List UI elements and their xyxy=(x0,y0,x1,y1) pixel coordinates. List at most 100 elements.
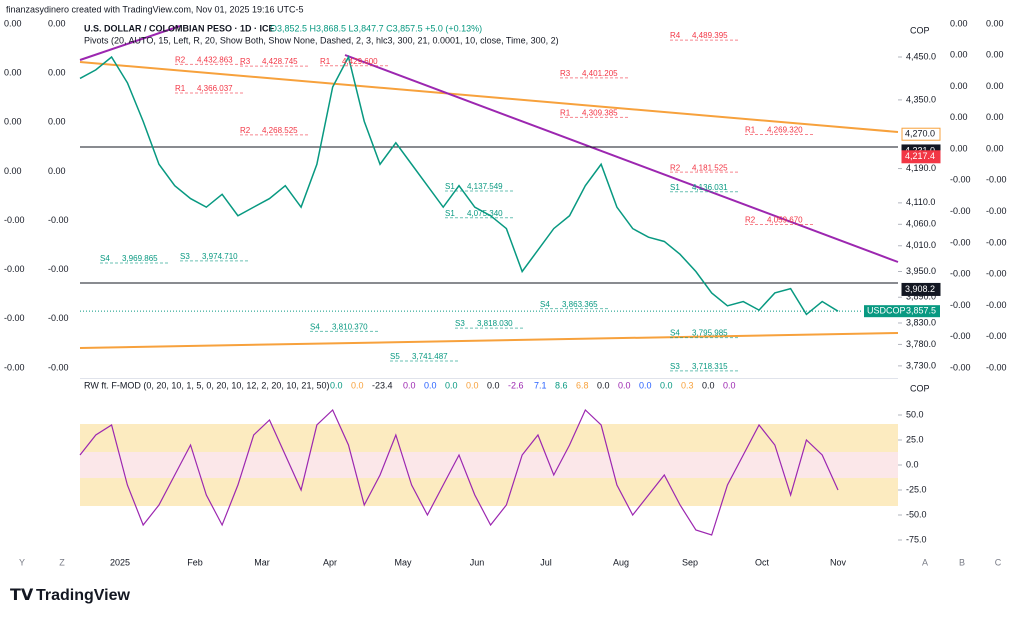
side-scale-label: -0.00 xyxy=(950,300,971,310)
pivot-level: R3 xyxy=(560,69,571,78)
time-label: Sep xyxy=(682,557,698,567)
indicator-readout: 0.0 xyxy=(445,380,458,390)
indicator-readout: 0.0 xyxy=(487,380,500,390)
side-scale-label: -0.00 xyxy=(986,331,1007,341)
price-tick-label: 4,450.0 xyxy=(906,51,936,61)
side-scale-label: -0.00 xyxy=(950,269,971,279)
pivot-label: 3,974.710 xyxy=(202,252,238,261)
side-scale-label: -0.00 xyxy=(986,300,1007,310)
time-label: Apr xyxy=(323,557,337,567)
indicator-readout: 0.0 xyxy=(424,380,437,390)
indicator-currency: COP xyxy=(910,383,930,393)
pivot-label: 3,795.985 xyxy=(692,329,728,338)
side-scale-label: -0.00 xyxy=(4,362,25,372)
pivot-label: 3,863.365 xyxy=(562,300,598,309)
indicator-readout: 0.0 xyxy=(403,380,416,390)
price-tag-label: 4,217.4 xyxy=(905,151,935,161)
time-label: Nov xyxy=(830,557,847,567)
pivot-label: 4,137.549 xyxy=(467,182,503,191)
side-scale-label: -0.00 xyxy=(986,206,1007,216)
price-tick-label: 4,190.0 xyxy=(906,163,936,173)
trend-line xyxy=(79,25,181,61)
indicator-readout: 7.1 xyxy=(534,380,547,390)
indicator-tick-label: 50.0 xyxy=(906,409,924,419)
price-tag xyxy=(901,127,941,141)
time-label: Jun xyxy=(470,557,485,567)
pivot-level: R1 xyxy=(745,126,756,135)
logo-mark: 𝗧𝗩 xyxy=(10,587,34,604)
pivot-label: 4,181.525 xyxy=(692,163,728,172)
side-scale-label: 0.00 xyxy=(48,68,66,78)
pivot-label: 3,810.370 xyxy=(332,323,368,332)
footer: TradingView xyxy=(36,587,131,604)
toolbar-letter: A xyxy=(922,557,928,567)
price-tick-label: 4,010.0 xyxy=(906,240,936,250)
indicator-readout: 0.0 xyxy=(639,380,652,390)
pivot-level: S3 xyxy=(455,319,465,328)
side-scale-label: 0.00 xyxy=(4,117,22,127)
side-scale-label: 0.00 xyxy=(48,18,66,28)
side-scale-label: -0.00 xyxy=(48,362,69,372)
price-tick-label: 3,890.0 xyxy=(906,292,936,302)
lower-band xyxy=(80,478,898,506)
trend-line xyxy=(79,61,899,133)
trend-line xyxy=(344,54,899,263)
side-scale-label: 0.00 xyxy=(986,50,1004,60)
price-tick-label: 3,950.0 xyxy=(906,266,936,276)
pane-divider xyxy=(80,378,898,379)
price-tick-label: 4,060.0 xyxy=(906,219,936,229)
side-scale-label: -0.00 xyxy=(986,269,1007,279)
price-line xyxy=(79,54,839,316)
indicator-readout: -23.4 xyxy=(372,380,393,390)
pivot-level: S3 xyxy=(180,252,190,261)
indicator-readout: 0.0 xyxy=(330,380,343,390)
pivot-level: S5 xyxy=(390,352,400,361)
side-scale-label: 0.00 xyxy=(950,50,968,60)
pivot-level: R2 xyxy=(670,163,681,172)
indicator-title: RW ft. F-MOD (0, 20, 10, 1, 5, 0, 20, 10… xyxy=(84,380,329,390)
pivot-level: R1 xyxy=(175,84,186,93)
indicator-readout: 8.6 xyxy=(555,380,568,390)
pivot-level: R2 xyxy=(175,55,186,64)
price-tick-label: 4,110.0 xyxy=(906,197,935,207)
time-label: May xyxy=(394,557,412,567)
indicator-readout: 0.0 xyxy=(702,380,715,390)
indicator-readout: 0.0 xyxy=(618,380,631,390)
side-scale-label: -0.00 xyxy=(4,264,25,274)
pivot-label: 3,741.487 xyxy=(412,352,448,361)
side-scale-label: -0.00 xyxy=(950,206,971,216)
price-tick-label: 3,730.0 xyxy=(906,360,936,370)
time-label: Mar xyxy=(254,557,270,567)
pivot-label: 4,075.340 xyxy=(467,209,503,218)
pivot-label: 4,268.525 xyxy=(262,126,298,135)
pivot-level: R1 xyxy=(560,108,571,117)
time-label: Feb xyxy=(187,557,203,567)
header: finanzasydinero created with TradingView… xyxy=(6,4,304,14)
indicator-readout: 0.0 xyxy=(351,380,364,390)
indicator-readout: 6.8 xyxy=(576,380,589,390)
pivot-level: S1 xyxy=(445,182,455,191)
pivot-label: 4,309.385 xyxy=(582,108,618,117)
pivot-label: 3,818.030 xyxy=(477,319,513,328)
indicator-tick-label: 25.0 xyxy=(906,434,924,444)
pivot-level: R2 xyxy=(240,126,251,135)
price-tag-label: 3,908.2 xyxy=(905,284,935,294)
oscillator-line xyxy=(79,408,839,536)
side-scale-label: 0.00 xyxy=(986,112,1004,122)
pivot-label: 4,366.037 xyxy=(197,84,233,93)
currency: COP xyxy=(910,25,930,35)
symbol: U.S. DOLLAR / COLOMBIAN PESO · 1D · ICE xyxy=(84,23,275,33)
trend-line xyxy=(79,332,899,349)
side-scale-label: -0.00 xyxy=(48,264,69,274)
pivot-label: 4,432.863 xyxy=(197,55,233,64)
price-tick-label: 4,350.0 xyxy=(906,94,936,104)
toolbar-letter: C xyxy=(995,557,1002,567)
side-scale-label: 0.00 xyxy=(48,117,66,127)
side-scale-label: 0.00 xyxy=(48,166,66,176)
time-label: Oct xyxy=(755,557,770,567)
indicator-readout: 0.3 xyxy=(681,380,694,390)
price-tag-label: 4,270.0 xyxy=(905,129,935,139)
